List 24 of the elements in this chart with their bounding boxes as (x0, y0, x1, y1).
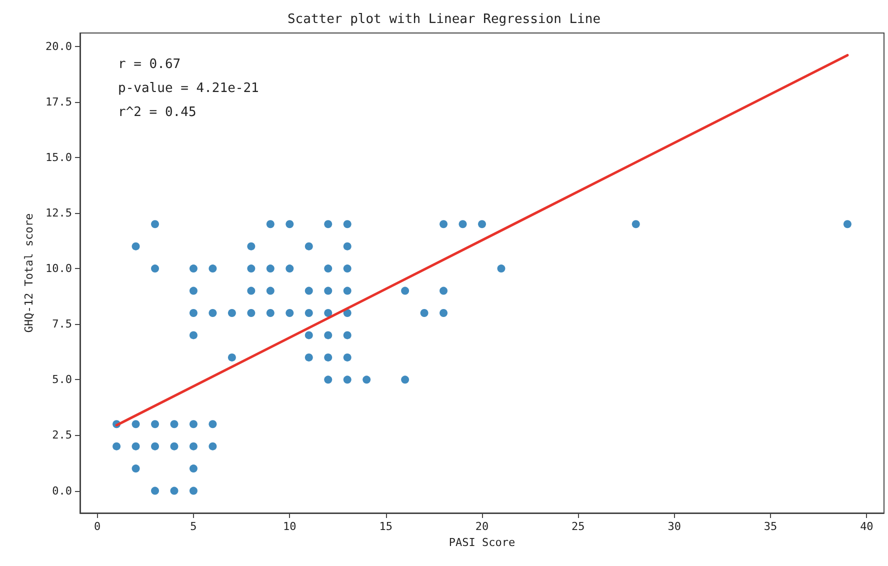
x-tick-label: 35 (764, 520, 778, 533)
y-tick-label: 12.5 (46, 206, 72, 220)
x-axis-title: PASI Score (448, 536, 516, 549)
x-tick-label: 10 (283, 520, 296, 533)
chart-title: Scatter plot with Linear Regression Line (287, 12, 601, 27)
y-axis-title: GHQ-12 Total score (22, 213, 36, 333)
x-tick-label: 25 (572, 520, 585, 533)
x-tick-label: 20 (475, 520, 489, 533)
x-tick-label: 15 (379, 520, 392, 533)
y-tick-label: 2.5 (52, 428, 72, 442)
y-tick-label: 0.0 (52, 484, 72, 498)
y-tick-label: 7.5 (52, 318, 72, 331)
x-tick-label: 30 (668, 520, 681, 533)
x-tick-label: 0 (94, 520, 101, 533)
annotation: r = 0.67 (118, 57, 181, 72)
x-tick-label: 40 (860, 520, 874, 533)
annotation: r^2 = 0.45 (118, 105, 196, 120)
y-tick-label: 20.0 (46, 40, 72, 53)
annotation: p-value = 4.21e-21 (118, 81, 259, 96)
x-tick-label: 5 (190, 520, 197, 533)
y-tick-label: 15.0 (46, 150, 72, 164)
y-tick-label: 5.0 (52, 373, 72, 386)
y-tick-label: 10.0 (46, 262, 72, 276)
y-tick-label: 17.5 (46, 95, 72, 108)
